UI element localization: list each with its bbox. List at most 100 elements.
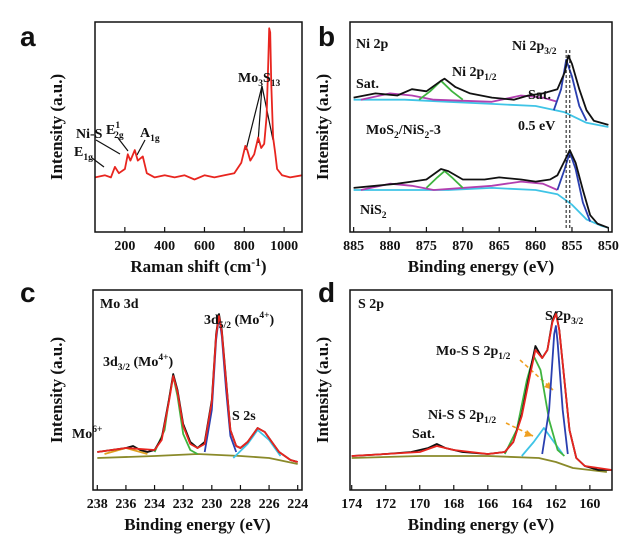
text-part: 13 (271, 79, 281, 89)
pointer (95, 139, 121, 155)
axes-frame (92, 289, 303, 491)
y-axis-label: Intensity (a.u.) (47, 74, 66, 180)
annotation: Ni-S S 2p1/2 (428, 408, 496, 426)
spectrum (418, 79, 464, 101)
text-part: 3d (103, 355, 118, 370)
annotation: S 2s (232, 409, 256, 424)
x-tick-label: 880 (380, 239, 401, 254)
spectrum (351, 313, 612, 471)
text-part: 5/2 (219, 321, 231, 331)
annotation: Sat. (412, 427, 435, 442)
x-tick-label: 885 (343, 239, 364, 254)
annotation: Ni 2p3/2 (512, 39, 557, 57)
x-tick-label: 164 (511, 497, 532, 512)
text-part: 1/2 (498, 352, 510, 362)
text-part: 3/2 (544, 47, 556, 57)
x-tick-label: 865 (489, 239, 510, 254)
annotation: 3d3/2 (Mo4+) (103, 353, 174, 373)
x-axis-label: Raman shift (cm-1) (130, 256, 266, 276)
annotation: Sat. (356, 77, 379, 92)
text-part: 2 (394, 131, 399, 141)
x-tick-label: 855 (561, 239, 582, 254)
spectrum (360, 92, 558, 103)
pointer (136, 139, 146, 156)
spectrum (503, 355, 565, 457)
panel-label: d (318, 277, 335, 308)
text-part: -1 (251, 256, 261, 269)
text-part: /NiS (398, 123, 425, 138)
x-axis-label: Binding energy (eV) (124, 515, 270, 534)
spectrum (353, 98, 609, 128)
annotation: 3d5/2 (Mo4+) (204, 311, 275, 331)
text-part: E (106, 123, 115, 138)
annotation: S 2p (358, 297, 384, 312)
annotation: Mo 3d (100, 297, 139, 312)
panel-label: b (318, 21, 335, 52)
x-tick-label: 162 (545, 497, 566, 512)
x-tick-label: 600 (194, 239, 215, 254)
text-part: Mo (238, 71, 258, 86)
spectrum (353, 187, 609, 229)
x-tick-label: 875 (416, 239, 437, 254)
text-part: (Mo (231, 313, 259, 328)
text-part: 6+ (92, 425, 102, 435)
annotation: Ni 2p (356, 37, 389, 52)
text-part: Ni 2p (452, 65, 485, 80)
y-axis-label: Intensity (a.u.) (47, 337, 66, 443)
annotation: NiS2 (360, 203, 387, 221)
text-part: 3 (258, 79, 263, 89)
text-part: 1g (150, 134, 160, 144)
annotation: Mo3S13 (238, 71, 281, 89)
text-part: Ni-S S 2p (428, 408, 484, 423)
text-part: 1 (115, 121, 120, 131)
x-tick-label: 232 (173, 497, 194, 512)
spectrum (232, 429, 282, 459)
x-tick-label: 172 (375, 497, 396, 512)
axes-frame (94, 21, 303, 233)
annotation: Mo6+ (72, 425, 102, 442)
text-part: ) (169, 355, 174, 370)
axes-frame (349, 21, 613, 233)
spectrum (353, 149, 609, 229)
text-part: 3/2 (118, 363, 130, 373)
text-part: ) (270, 313, 275, 328)
text-part: E (74, 145, 83, 160)
annotation: E1g (74, 145, 93, 163)
text-part: 2g (114, 131, 124, 141)
text-part: 2 (424, 131, 429, 141)
text-part: ) (261, 257, 267, 276)
text-part: S (263, 71, 271, 86)
text-part: NiS (360, 203, 382, 218)
spectrum (95, 27, 302, 181)
text-part: Mo (72, 427, 92, 442)
spectrum (541, 325, 569, 455)
x-tick-label: 850 (598, 239, 619, 254)
spectrum (425, 170, 464, 189)
x-tick-label: 226 (259, 497, 280, 512)
spectrum (353, 54, 609, 126)
text-part: 3/2 (571, 317, 583, 327)
x-tick-label: 166 (477, 497, 498, 512)
annotation: S 2p3/2 (545, 309, 583, 327)
plot-area (95, 27, 302, 181)
x-tick-label: 200 (114, 239, 135, 254)
annotation: 0.5 eV (518, 119, 555, 134)
annotation: Mo-S S 2p1/2 (436, 344, 511, 362)
plot-area (351, 311, 612, 473)
spectrum (552, 58, 588, 122)
x-tick-label: 168 (443, 497, 464, 512)
text-part: 2 (382, 211, 387, 221)
x-tick-label: 236 (115, 497, 136, 512)
text-part: (Mo (130, 355, 158, 370)
text-part: Ni 2p (512, 39, 545, 54)
plot-area (353, 54, 609, 229)
x-tick-label: 224 (287, 497, 308, 512)
x-tick-label: 1000 (270, 239, 298, 254)
text-part: 1g (83, 153, 93, 163)
annotation: Sat. (528, 88, 551, 103)
annotation: A1g (140, 126, 160, 144)
text-part: 1/2 (484, 73, 496, 83)
spectrum (97, 315, 298, 463)
text-part: 4+ (259, 311, 269, 321)
spectrum (97, 453, 298, 465)
